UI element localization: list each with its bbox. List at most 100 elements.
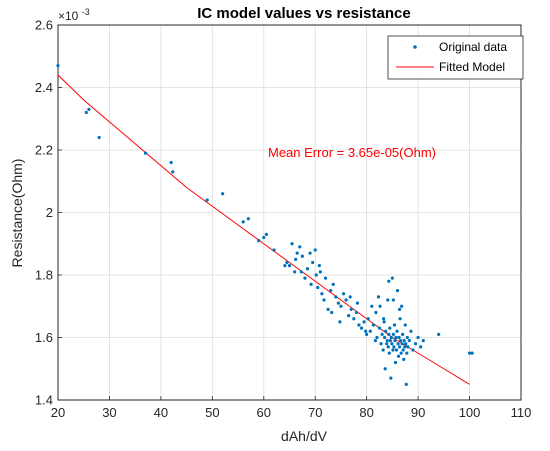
- data-point: [402, 339, 406, 343]
- data-point: [403, 345, 407, 349]
- data-point: [339, 304, 343, 308]
- data-point: [272, 248, 276, 252]
- x-tick-label: 40: [154, 405, 168, 420]
- y-axis-ticks: 1.4 1.6 1.8 2 2.2 2.4 2.6: [35, 18, 62, 408]
- data-point: [402, 357, 406, 361]
- data-point: [362, 320, 366, 324]
- data-point: [354, 310, 358, 315]
- x-tick-label: 100: [459, 405, 481, 420]
- mean-error-annotation: Mean Error = 3.65e-05(Ohm): [268, 145, 436, 160]
- data-point: [295, 251, 299, 255]
- data-point: [377, 326, 382, 330]
- scatter-points-layer: [56, 64, 474, 386]
- data-point: [388, 339, 392, 343]
- data-point: [385, 342, 389, 346]
- data-point: [421, 339, 425, 343]
- data-point: [87, 107, 91, 111]
- data-point: [221, 192, 225, 196]
- data-point: [349, 307, 353, 311]
- data-point: [385, 339, 389, 343]
- data-point: [300, 254, 304, 258]
- y-exponent-base: ×10: [58, 9, 79, 23]
- data-point: [398, 317, 402, 321]
- data-point: [383, 367, 387, 371]
- data-point: [393, 360, 398, 365]
- data-point: [322, 298, 326, 302]
- data-point: [331, 282, 335, 286]
- data-point: [405, 335, 409, 340]
- data-point: [317, 264, 321, 268]
- data-point: [388, 326, 392, 330]
- legend-label-fit: Fitted Model: [439, 60, 505, 74]
- data-point: [341, 292, 346, 296]
- data-point: [404, 382, 408, 386]
- data-point: [387, 351, 391, 355]
- data-point: [407, 339, 411, 343]
- data-point: [389, 335, 393, 340]
- data-point: [406, 345, 410, 349]
- data-point: [97, 135, 101, 140]
- data-point: [400, 342, 404, 346]
- data-point: [392, 345, 396, 349]
- data-point: [376, 295, 381, 299]
- data-point: [298, 245, 302, 249]
- data-point: [309, 282, 313, 286]
- data-point: [318, 270, 322, 274]
- data-point: [352, 317, 356, 321]
- data-point: [470, 351, 474, 355]
- data-point: [348, 295, 352, 299]
- data-point: [344, 298, 348, 302]
- data-point: [409, 329, 413, 333]
- data-point: [399, 339, 403, 343]
- data-point: [390, 342, 394, 346]
- data-point: [366, 317, 370, 321]
- y-tick-label: 1.4: [35, 393, 53, 408]
- data-point: [395, 289, 400, 293]
- data-point: [262, 235, 266, 240]
- y-tick-label: 2: [46, 205, 53, 220]
- data-point: [299, 270, 303, 274]
- legend-label-original: Original data: [439, 40, 507, 54]
- data-point: [397, 345, 402, 349]
- data-point: [285, 260, 289, 265]
- data-point: [347, 314, 351, 318]
- data-point: [386, 298, 390, 302]
- data-point: [338, 320, 342, 324]
- data-point: [387, 279, 391, 283]
- legend: Original data Fitted Model: [387, 35, 524, 80]
- data-point: [330, 310, 334, 315]
- data-point: [437, 332, 441, 336]
- data-point: [392, 323, 397, 327]
- data-point: [314, 273, 318, 277]
- y-tick-label: 1.6: [35, 330, 53, 345]
- data-point: [169, 160, 173, 165]
- data-point: [334, 295, 338, 299]
- data-point: [320, 292, 324, 296]
- x-axis-label: dAh/dV: [281, 428, 328, 444]
- y-exponent-power: -3: [82, 7, 90, 17]
- data-point: [287, 264, 292, 268]
- data-point: [396, 342, 400, 346]
- x-tick-label: 110: [511, 405, 532, 420]
- data-point: [405, 351, 409, 355]
- data-point: [391, 348, 395, 352]
- data-point: [294, 257, 298, 261]
- data-point: [374, 310, 378, 315]
- y-tick-label: 1.8: [35, 268, 53, 283]
- data-point: [56, 64, 60, 68]
- data-point: [401, 348, 405, 352]
- data-point: [419, 345, 423, 349]
- data-point: [394, 348, 399, 352]
- data-point: [400, 304, 404, 308]
- data-point: [290, 242, 294, 246]
- data-point: [380, 332, 384, 336]
- data-point: [316, 285, 320, 290]
- y-axis-exponent: ×10 -3: [58, 7, 90, 23]
- data-point: [411, 348, 415, 352]
- x-tick-label: 20: [51, 405, 65, 420]
- data-point: [241, 220, 245, 224]
- data-point: [390, 276, 394, 280]
- data-point: [391, 332, 396, 336]
- data-point: [467, 351, 472, 355]
